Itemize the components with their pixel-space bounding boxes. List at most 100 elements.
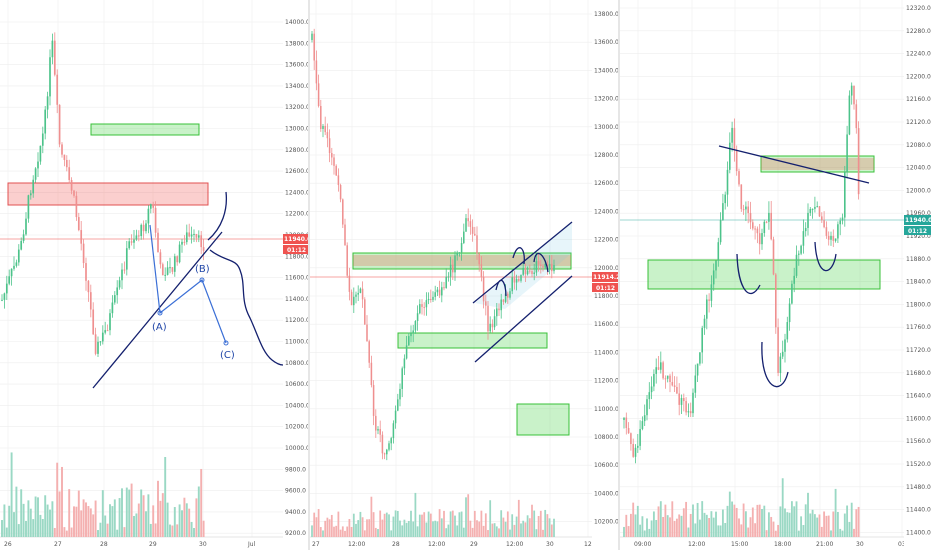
volume-bar bbox=[756, 504, 759, 537]
candle-body bbox=[551, 263, 553, 272]
candle-body bbox=[522, 267, 524, 275]
panel-divider-2[interactable] bbox=[618, 0, 620, 550]
price-badge-bg bbox=[283, 234, 310, 244]
chart-3-price-axis[interactable]: 12320.0 12280.0 12240.0 12200.0 12160.0 12120… bbox=[904, 0, 932, 550]
chart-3-descending-trendline[interactable] bbox=[718, 145, 870, 184]
volume-bar bbox=[183, 497, 186, 537]
volume-bar bbox=[368, 519, 371, 537]
volume-bar bbox=[498, 528, 500, 537]
chart-3-resistance-overlay bbox=[761, 158, 874, 170]
volume-bar bbox=[804, 504, 807, 537]
volume-bar bbox=[188, 508, 191, 537]
price-tick-label: 11960.0 bbox=[906, 210, 931, 217]
panel-divider-1[interactable] bbox=[308, 0, 310, 550]
volume-bar bbox=[680, 515, 683, 537]
chart-1-price-axis[interactable]: 14000.0 13800.0 13600.0 13400.0 13200.0 13000… bbox=[283, 0, 310, 550]
chart-1-trendline[interactable] bbox=[92, 231, 223, 389]
price-badge-bg bbox=[904, 215, 931, 225]
candle-body bbox=[166, 267, 169, 275]
chart-1-abc-wave[interactable] bbox=[149, 224, 227, 344]
volume-bar bbox=[75, 506, 78, 537]
candle-body bbox=[202, 247, 205, 251]
candle-body bbox=[474, 233, 476, 236]
candle-body bbox=[458, 252, 461, 254]
candle-body bbox=[827, 235, 830, 240]
volume-bar bbox=[522, 520, 525, 537]
volume-bar bbox=[786, 512, 789, 537]
chart-2-arc-drawings[interactable] bbox=[495, 247, 549, 297]
chart-3-pattern-drawings[interactable] bbox=[736, 241, 837, 388]
volume-bar bbox=[779, 506, 782, 537]
wave-label-c: (C) bbox=[220, 350, 235, 361]
volume-bar bbox=[372, 512, 375, 537]
candle-body bbox=[29, 193, 32, 196]
volume-bar bbox=[58, 491, 61, 537]
candle-body bbox=[765, 221, 768, 223]
volume-bar bbox=[473, 510, 476, 537]
chart-3-resistance-zone-green[interactable] bbox=[760, 155, 875, 173]
volume-bar bbox=[154, 523, 157, 537]
chart-panel-2[interactable]: 27 12:00 28 12:00 29 12:00 30 12:0 bbox=[310, 0, 592, 550]
volume-bar bbox=[664, 504, 667, 537]
chart-2-channel-bottom[interactable] bbox=[474, 275, 573, 363]
time-badge-bg bbox=[904, 226, 931, 235]
candle-body bbox=[432, 296, 434, 300]
chart-panel-1[interactable]: 26 27 28 29 30 Jul (A) (B) (C) bbox=[0, 0, 283, 550]
volume-bar bbox=[414, 492, 417, 537]
chart-2-axis-svg: 13800.0 13600.0 13400.0 13200.0 13000.0 12800… bbox=[592, 11, 620, 526]
volume-bar bbox=[478, 521, 481, 537]
price-tick-label: 12000.0 bbox=[594, 265, 619, 272]
volume-bar bbox=[322, 530, 324, 537]
chart-2-canvas[interactable]: 27 12:00 28 12:00 29 12:00 30 12:0 bbox=[310, 0, 592, 550]
chart-panel-3[interactable]: 09:00 12:00 15:00 18:00 21:00 30 03:0 bbox=[620, 0, 904, 550]
volume-bar bbox=[164, 456, 167, 537]
volume-bar bbox=[526, 515, 529, 537]
volume-bar bbox=[504, 521, 507, 537]
volume-bar bbox=[781, 478, 784, 537]
chart-2-target-zone[interactable] bbox=[516, 403, 570, 436]
time-tick-label: 30 bbox=[856, 541, 864, 548]
candle-body bbox=[113, 295, 116, 303]
chart-2-support-zone-mid[interactable] bbox=[397, 332, 548, 349]
candle-body bbox=[41, 133, 44, 146]
price-tick-label: 13000.0 bbox=[285, 126, 310, 133]
candle-body bbox=[687, 411, 690, 413]
volume-bar bbox=[394, 510, 397, 537]
candle-body bbox=[161, 264, 164, 276]
chart-1-target-zone[interactable] bbox=[90, 123, 200, 136]
price-tick-label: 11400.0 bbox=[906, 529, 931, 536]
volume-bar bbox=[328, 519, 331, 537]
volume-bar bbox=[15, 486, 18, 537]
chart-3-support-zone[interactable] bbox=[647, 259, 881, 290]
candle-body bbox=[763, 221, 766, 234]
volume-bar bbox=[65, 530, 68, 537]
volume-bar bbox=[451, 510, 454, 537]
candle-body bbox=[149, 204, 152, 209]
volume-bar bbox=[37, 497, 39, 537]
chart-3-canvas[interactable]: 09:00 12:00 15:00 18:00 21:00 30 03:0 bbox=[620, 0, 904, 550]
volume-bar bbox=[410, 510, 412, 537]
volume-bar bbox=[531, 504, 533, 537]
price-tick-label: 11200.0 bbox=[594, 378, 619, 385]
candle-body bbox=[171, 267, 174, 272]
chart-1-canvas[interactable]: 26 27 28 29 30 Jul (A) (B) (C) bbox=[0, 0, 283, 550]
candle-body bbox=[694, 375, 697, 393]
candle-body bbox=[353, 296, 355, 306]
volume-bar bbox=[744, 511, 747, 537]
candle-body bbox=[152, 204, 155, 208]
chart-2-price-axis[interactable]: 13800.0 13600.0 13400.0 13200.0 13000.0 12800… bbox=[592, 0, 620, 550]
chart-1-projection-drawing[interactable] bbox=[207, 191, 283, 366]
volume-bar bbox=[480, 510, 483, 537]
chart-1-wave-point-b[interactable] bbox=[199, 277, 205, 283]
chart-1-resistance-zone[interactable] bbox=[7, 182, 209, 206]
candle-body bbox=[749, 213, 752, 223]
chart-2-channel-top[interactable] bbox=[472, 221, 573, 304]
chart-1-wave-point-a[interactable] bbox=[157, 310, 163, 316]
candle-body bbox=[786, 322, 789, 340]
chart-1-wave-point-c[interactable] bbox=[223, 340, 229, 346]
volume-bar bbox=[34, 496, 37, 537]
volume-bar bbox=[767, 512, 770, 537]
volume-bar bbox=[705, 514, 708, 537]
candle-body bbox=[425, 300, 428, 308]
last-price-badge: 11914.27 01:12 bbox=[592, 272, 620, 292]
